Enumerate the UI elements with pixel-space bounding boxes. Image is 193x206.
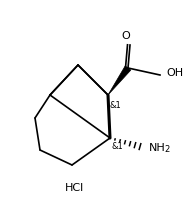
Text: OH: OH [166,68,183,78]
Text: NH: NH [149,143,166,153]
Polygon shape [108,66,131,95]
Text: &1: &1 [112,142,124,151]
Text: &1: &1 [110,101,122,110]
Text: O: O [122,31,130,41]
Text: HCl: HCl [65,183,85,193]
Text: 2: 2 [164,145,169,154]
